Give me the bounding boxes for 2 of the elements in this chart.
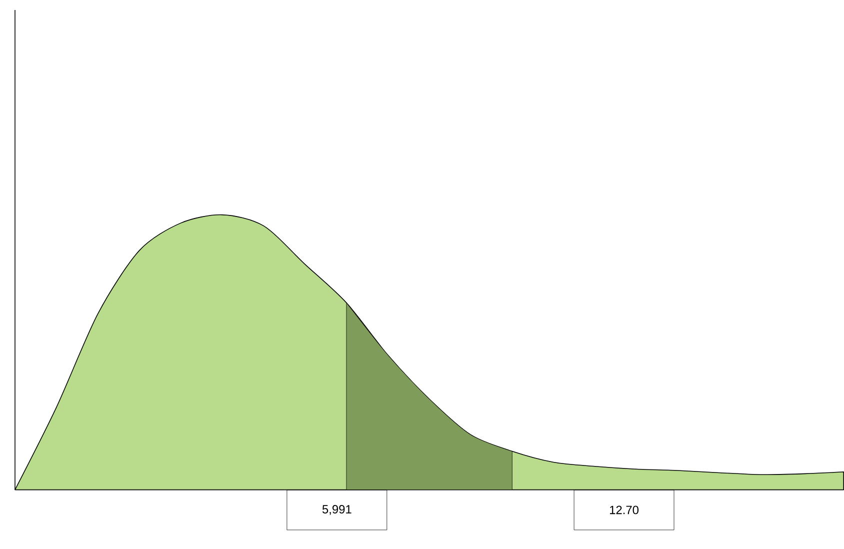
text: 5,991 [322,505,352,516]
text: 12.70 [610,506,639,514]
